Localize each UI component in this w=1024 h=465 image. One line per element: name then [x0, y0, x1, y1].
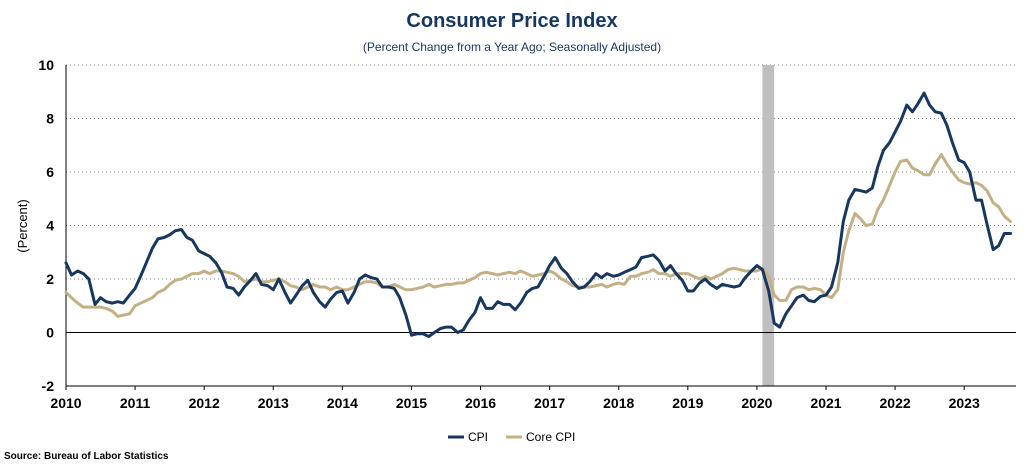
- series-line-cpi: [64, 91, 1012, 338]
- legend-label-core-cpi: Core CPI: [526, 430, 575, 444]
- legend-label-cpi: CPI: [468, 430, 488, 444]
- chart-subtitle: (Percent Change from a Year Ago; Seasona…: [363, 40, 661, 54]
- x-tick-label: 2022: [880, 395, 911, 411]
- recession-shading: [762, 65, 775, 386]
- y-tick-label: 10: [38, 57, 54, 73]
- source-note: Source: Bureau of Labor Statistics: [4, 451, 169, 462]
- y-tick-label: 8: [46, 111, 54, 127]
- x-tick-label: 2010: [50, 395, 81, 411]
- gridlines: [66, 64, 1016, 280]
- legend: CPI Core CPI: [448, 430, 575, 444]
- x-tick-label: 2018: [603, 395, 634, 411]
- y-tick-label: 2: [46, 271, 54, 287]
- y-tick-label: 4: [46, 218, 54, 234]
- recession-band: [762, 65, 775, 386]
- x-tick-label: 2021: [810, 395, 841, 411]
- x-tick-label: 2017: [534, 395, 565, 411]
- y-tick-labels: -2 0 2 4 6 8 10: [38, 57, 54, 394]
- x-tick-label: 2019: [672, 395, 703, 411]
- y-tick-label: 6: [46, 164, 54, 180]
- y-tick-label: -2: [42, 378, 55, 394]
- y-axis-label: (Percent): [15, 199, 30, 252]
- x-tick-label: 2014: [327, 395, 358, 411]
- x-tick-label: 2011: [120, 395, 151, 411]
- x-tick-labels: 2010 2011 2012 2013 2014 2015 2016 2017 2018 2019…: [50, 395, 980, 411]
- series-line-core-cpi: [64, 153, 1012, 318]
- x-tick-label: 2012: [189, 395, 220, 411]
- x-tick-label: 2013: [258, 395, 289, 411]
- x-tick-label: 2023: [949, 395, 980, 411]
- series-lines: [64, 91, 1012, 338]
- x-tick-label: 2020: [741, 395, 772, 411]
- x-tick-label: 2015: [396, 395, 427, 411]
- chart-title: Consumer Price Index: [406, 10, 617, 32]
- axes: [65, 65, 1016, 390]
- x-tick-label: 2016: [465, 395, 496, 411]
- y-tick-label: 0: [46, 325, 54, 341]
